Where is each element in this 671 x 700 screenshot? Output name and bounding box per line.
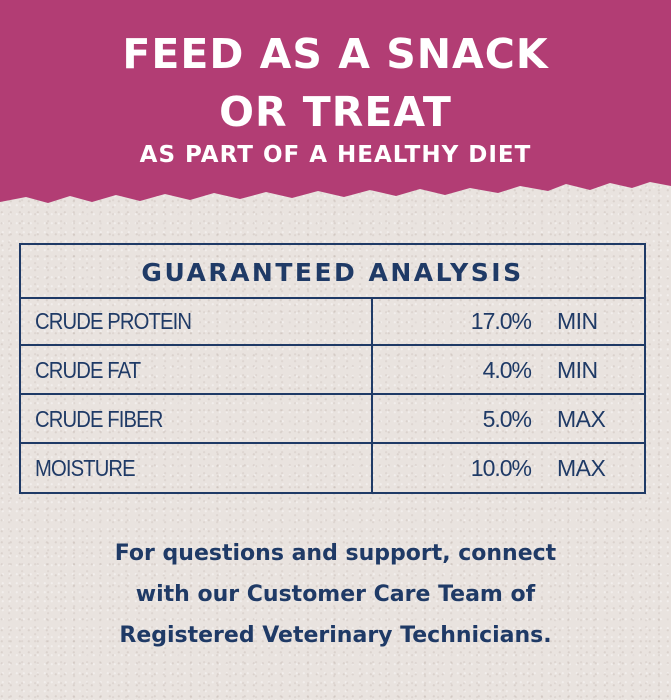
table-row: CRUDE FAT 4.0% MIN — [21, 346, 644, 395]
headline-line-1: FEED AS A SNACK — [122, 30, 549, 78]
table-row: CRUDE PROTEIN 17.0% MIN — [21, 297, 644, 346]
row-name: CRUDE FIBER — [35, 406, 163, 432]
row-unit: MAX — [557, 406, 606, 432]
row-name: MOISTURE — [35, 455, 136, 481]
headline-subline: AS PART OF A HEALTHY DIET — [139, 142, 532, 168]
table-row: CRUDE FIBER 5.0% MAX — [21, 395, 644, 444]
row-value: 4.0% — [482, 357, 532, 383]
guaranteed-analysis-table: GUARANTEED ANALYSIS CRUDE PROTEIN 17.0% … — [19, 243, 646, 494]
row-unit: MAX — [557, 455, 606, 481]
row-unit: MIN — [557, 308, 598, 334]
row-name: CRUDE FAT — [35, 357, 141, 383]
row-value: 10.0% — [470, 455, 532, 481]
row-value: 17.0% — [470, 308, 532, 334]
row-value: 5.0% — [482, 406, 532, 432]
support-line-3: Registered Veterinary Technicians. — [119, 623, 552, 648]
table-row: MOISTURE 10.0% MAX — [21, 444, 644, 493]
headline-line-2: OR TREAT — [219, 88, 452, 136]
support-line-2: with our Customer Care Team of — [135, 582, 536, 607]
support-line-1: For questions and support, connect — [114, 541, 557, 566]
support-message: For questions and support, connect with … — [0, 533, 671, 656]
row-name: CRUDE PROTEIN — [35, 308, 192, 334]
row-unit: MIN — [557, 357, 598, 383]
table-title: GUARANTEED ANALYSIS — [21, 245, 644, 299]
header-band — [0, 0, 671, 205]
